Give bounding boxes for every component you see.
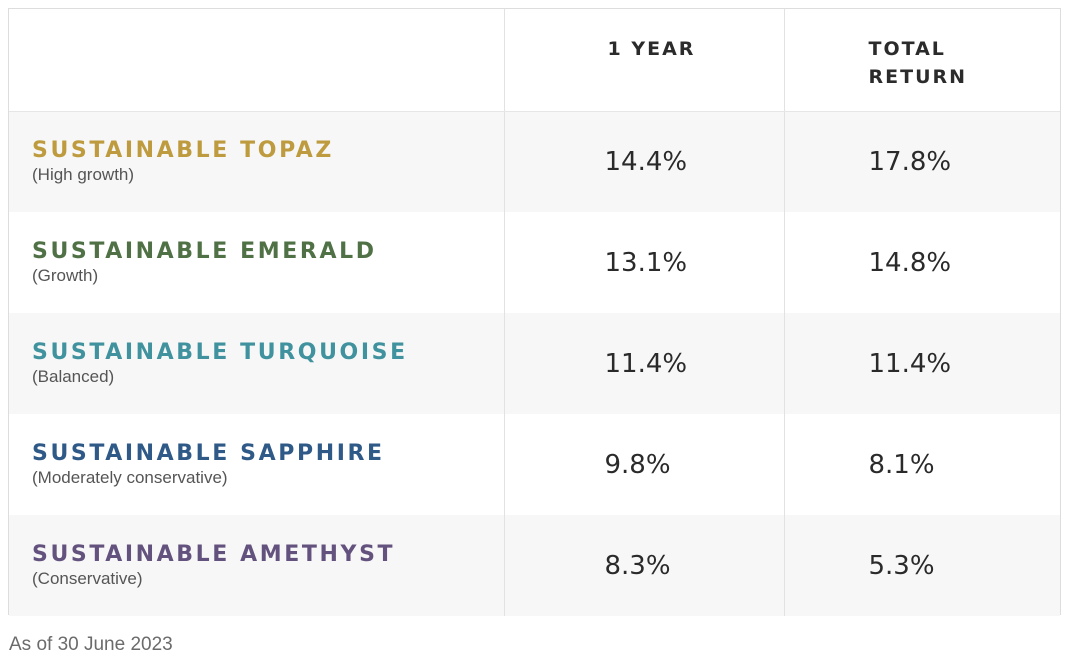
table-row-turquoise: SUSTAINABLE TURQUOISE (Balanced) 11.4% 1… <box>9 313 1060 414</box>
total-return-value: 11.4% <box>868 348 952 379</box>
total-return-cell: 5.3% <box>783 515 1060 616</box>
one-year-value: 9.8% <box>604 449 671 480</box>
one-year-cell: 13.1% <box>503 212 784 313</box>
header-total-return: TOTAL RETURN <box>783 9 1060 112</box>
as-of-date-footnote: As of 30 June 2023 <box>9 634 173 655</box>
total-return-cell: 11.4% <box>783 313 1060 414</box>
table-row-sapphire: SUSTAINABLE SAPPHIRE (Moderately conserv… <box>9 414 1060 515</box>
total-return-cell: 17.8% <box>783 111 1060 212</box>
fund-risk-profile: (Balanced) <box>32 367 115 386</box>
one-year-cell: 9.8% <box>503 414 784 515</box>
header-1-year: 1 YEAR <box>503 9 784 112</box>
fund-risk-profile: (Moderately conservative) <box>32 468 228 487</box>
fund-cell: SUSTAINABLE TURQUOISE (Balanced) <box>9 313 504 414</box>
fund-cell: SUSTAINABLE TOPAZ (High growth) <box>9 111 504 212</box>
fund-name: SUSTAINABLE TOPAZ <box>32 138 334 164</box>
returns-table: 1 YEAR TOTAL RETURN SUSTAINABLE TOPAZ (H… <box>9 9 1060 616</box>
one-year-cell: 14.4% <box>503 111 784 212</box>
fund-name: SUSTAINABLE TURQUOISE <box>32 340 408 365</box>
total-return-cell: 8.1% <box>783 414 1060 515</box>
fund-name: SUSTAINABLE AMETHYST <box>32 542 396 567</box>
one-year-cell: 11.4% <box>503 313 784 414</box>
fund-cell: SUSTAINABLE EMERALD (Growth) <box>9 212 504 313</box>
fund-risk-profile: (Conservative) <box>32 569 143 588</box>
total-return-value: 8.1% <box>868 449 935 480</box>
header-fund <box>9 9 504 112</box>
fund-cell: SUSTAINABLE AMETHYST (Conservative) <box>9 515 504 616</box>
table-row-amethyst: SUSTAINABLE AMETHYST (Conservative) 8.3%… <box>9 515 1060 616</box>
header-row: 1 YEAR TOTAL RETURN <box>9 9 1060 112</box>
total-return-value: 17.8% <box>868 146 952 177</box>
total-return-cell: 14.8% <box>783 212 1060 313</box>
fund-risk-profile: (Growth) <box>32 266 99 285</box>
fund-name: SUSTAINABLE EMERALD <box>32 239 377 264</box>
fund-risk-profile: (High growth) <box>32 165 135 185</box>
table-row-topaz: SUSTAINABLE TOPAZ (High growth) 14.4% 17… <box>9 111 1060 212</box>
one-year-cell: 8.3% <box>503 515 784 616</box>
fund-cell: SUSTAINABLE SAPPHIRE (Moderately conserv… <box>9 414 504 515</box>
one-year-value: 14.4% <box>604 146 688 177</box>
total-return-value: 14.8% <box>868 247 952 278</box>
one-year-value: 8.3% <box>604 550 671 581</box>
returns-table-container: 1 YEAR TOTAL RETURN SUSTAINABLE TOPAZ (H… <box>8 8 1061 616</box>
one-year-value: 11.4% <box>604 348 688 379</box>
table-row-emerald: SUSTAINABLE EMERALD (Growth) 13.1% 14.8% <box>9 212 1060 313</box>
one-year-value: 13.1% <box>604 247 688 278</box>
total-return-value: 5.3% <box>868 550 935 581</box>
fund-name: SUSTAINABLE SAPPHIRE <box>32 441 385 466</box>
